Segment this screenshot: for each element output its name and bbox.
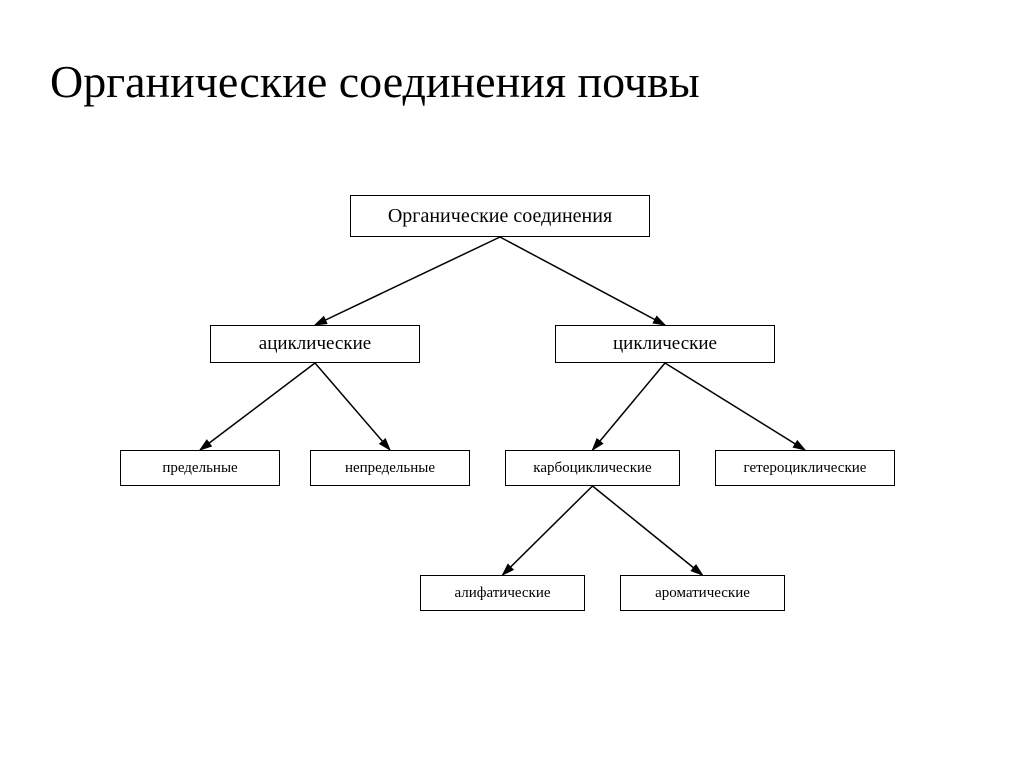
node-hetero: гетероциклические <box>715 450 895 486</box>
edge-cyclic-hetero <box>665 363 805 450</box>
node-carbo: карбоциклические <box>505 450 680 486</box>
node-cyclic: циклические <box>555 325 775 363</box>
node-root: Органические соединения <box>350 195 650 237</box>
tree-diagram: Органические соединения ациклические цикли… <box>0 0 1024 767</box>
edge-cyclic-carbo <box>593 363 666 450</box>
node-pred: предельные <box>120 450 280 486</box>
node-arom: ароматические <box>620 575 785 611</box>
node-acyclic: ациклические <box>210 325 420 363</box>
edges-layer <box>0 0 1024 767</box>
edge-carbo-arom <box>593 486 703 575</box>
node-aliph: алифатические <box>420 575 585 611</box>
node-nepred: непредельные <box>310 450 470 486</box>
edge-root-cyclic <box>500 237 665 325</box>
edge-carbo-aliph <box>503 486 593 575</box>
edge-acyclic-nepred <box>315 363 390 450</box>
edge-acyclic-pred <box>200 363 315 450</box>
edge-root-acyclic <box>315 237 500 325</box>
